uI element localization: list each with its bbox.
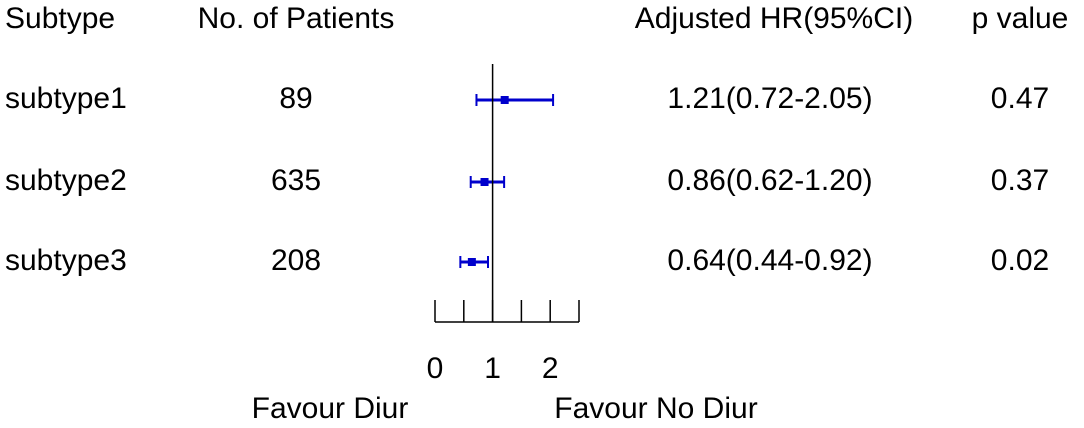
row-label: subtype3 bbox=[5, 244, 127, 277]
column-header: No. of Patients bbox=[198, 2, 395, 35]
left-label: Favour Diur bbox=[252, 392, 409, 425]
p-value: 0.37 bbox=[991, 164, 1049, 197]
hr-point bbox=[500, 96, 509, 104]
row-label: subtype2 bbox=[5, 164, 127, 197]
x-tick-label: 0 bbox=[427, 352, 444, 385]
hr-label: 0.64(0.44-0.92) bbox=[667, 244, 872, 277]
p-value: 0.47 bbox=[991, 82, 1049, 115]
x-tick-label: 2 bbox=[542, 352, 559, 385]
patient-count: 635 bbox=[271, 164, 321, 197]
hr-point bbox=[467, 258, 476, 266]
right-label: Favour No Diur bbox=[554, 392, 757, 425]
hr-label: 1.21(0.72-2.05) bbox=[667, 82, 872, 115]
patient-count: 89 bbox=[279, 82, 312, 115]
row-label: subtype1 bbox=[5, 82, 127, 115]
p-value: 0.02 bbox=[991, 244, 1049, 277]
column-header: Subtype bbox=[5, 2, 115, 35]
hr-label: 0.86(0.62-1.20) bbox=[667, 164, 872, 197]
patient-count: 208 bbox=[271, 244, 321, 277]
hr-point bbox=[480, 178, 489, 186]
x-tick-label: 1 bbox=[484, 352, 501, 385]
column-header: Adjusted HR(95%CI) bbox=[635, 2, 913, 35]
column-header: p value bbox=[972, 2, 1069, 35]
